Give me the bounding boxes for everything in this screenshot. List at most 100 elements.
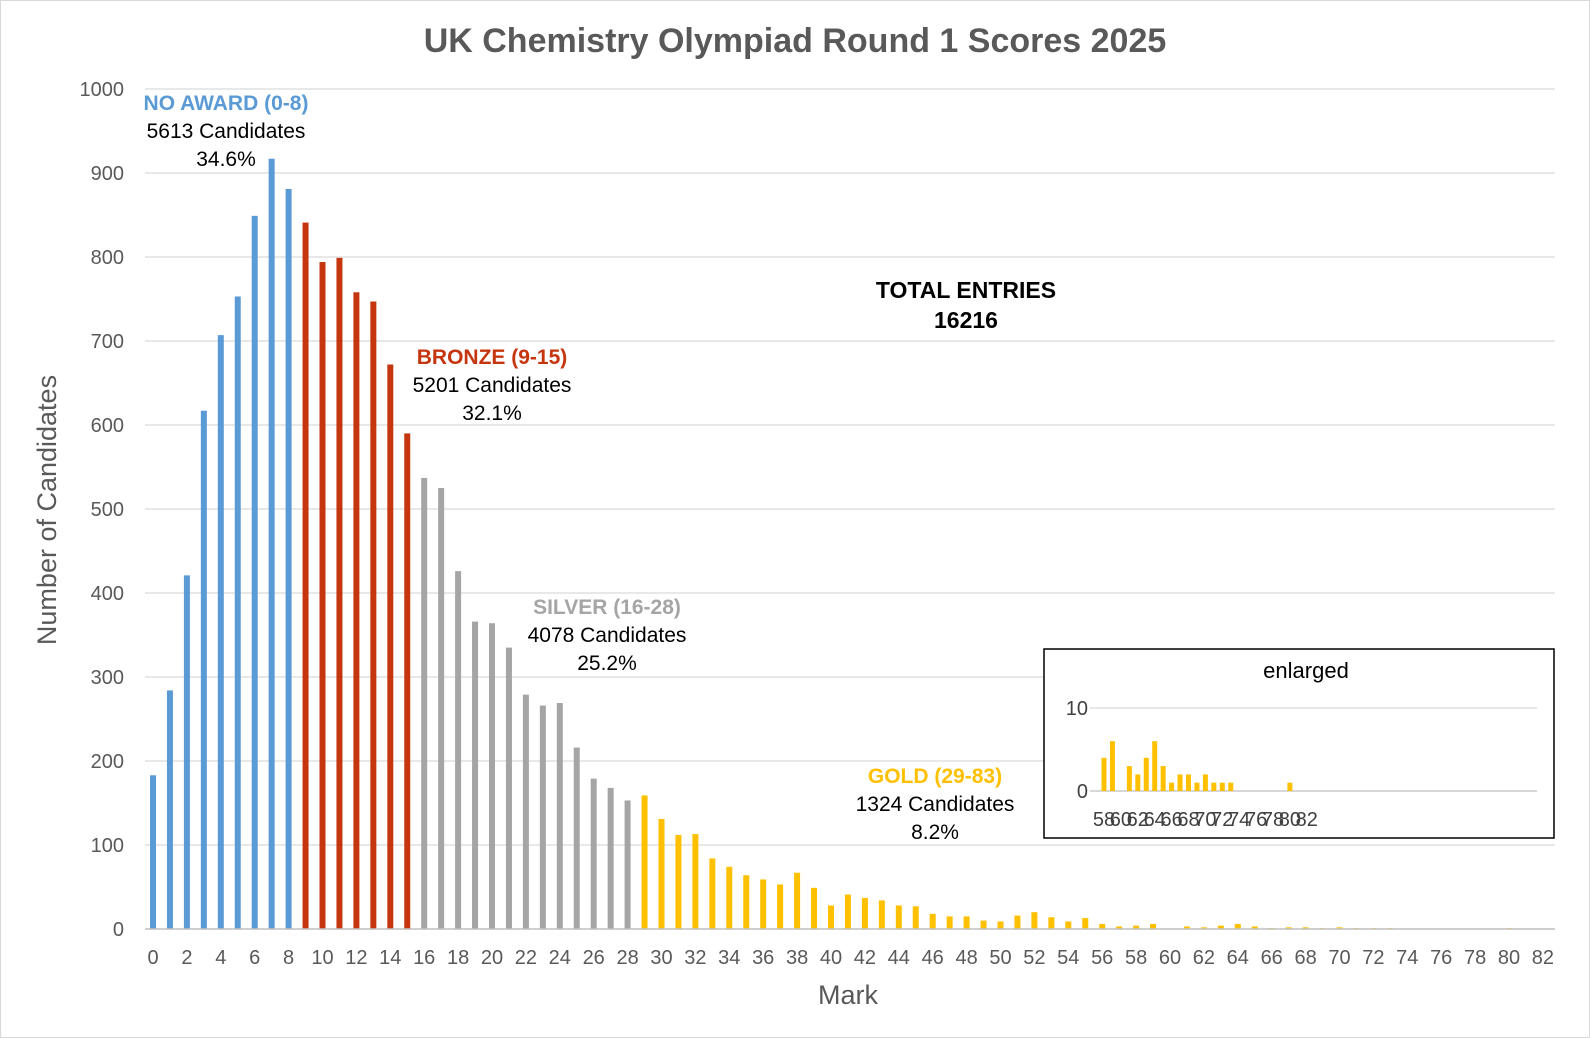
- x-tick-label: 40: [820, 947, 842, 969]
- bar: [844, 894, 851, 929]
- inset-bar: [1109, 741, 1115, 791]
- x-tick-label: 64: [1227, 947, 1249, 969]
- y-tick-label: 700: [91, 331, 124, 353]
- inset-x-tick-label: 66: [1160, 809, 1182, 831]
- x-tick-label: 38: [786, 947, 808, 969]
- bar: [505, 647, 512, 929]
- bar: [675, 834, 682, 929]
- bar: [522, 694, 529, 929]
- band-annotation-silver: SILVER (16-28) 4078 Candidates 25.2%: [528, 596, 687, 675]
- band-annotation-gold: GOLD (29-83) 1324 Candidates 8.2%: [856, 765, 1015, 844]
- bar: [1099, 923, 1106, 929]
- bar: [421, 477, 428, 929]
- bar: [200, 410, 207, 930]
- bar: [1302, 927, 1309, 929]
- bar: [319, 262, 326, 929]
- bar: [251, 215, 258, 930]
- x-tick-label: 6: [249, 947, 260, 969]
- x-tick-label: 10: [311, 947, 333, 969]
- x-tick-label: 78: [1464, 947, 1486, 969]
- inset-x-tick-label: 70: [1194, 809, 1216, 831]
- bar: [1183, 926, 1190, 929]
- total-entries-value: 16216: [934, 307, 998, 333]
- bar: [828, 905, 834, 929]
- bar: [743, 875, 750, 929]
- band-candidates: 1324 Candidates: [856, 793, 1015, 816]
- x-tick-label: 82: [1532, 947, 1554, 969]
- x-tick-label: 58: [1125, 947, 1147, 969]
- bar: [353, 292, 360, 929]
- x-tick-label: 2: [181, 947, 192, 969]
- bar: [760, 879, 767, 929]
- bar: [166, 690, 173, 929]
- bar: [929, 913, 936, 929]
- inset-bar: [1101, 757, 1107, 791]
- bar: [1031, 912, 1038, 929]
- y-tick-label: 200: [91, 751, 124, 773]
- y-tick-label: 900: [91, 163, 124, 185]
- x-tick-label: 56: [1091, 947, 1113, 969]
- x-tick-label: 76: [1430, 947, 1452, 969]
- x-axis-title: Mark: [818, 980, 878, 1010]
- inset-bar: [1177, 774, 1183, 791]
- band-candidates: 5613 Candidates: [147, 120, 306, 143]
- inset-x-tick-label: 62: [1127, 809, 1149, 831]
- x-tick-label: 74: [1396, 947, 1418, 969]
- x-tick-label: 0: [147, 947, 158, 969]
- inset-bar: [1169, 782, 1175, 791]
- bar: [234, 296, 241, 930]
- bar: [895, 905, 902, 929]
- y-tick-label: 600: [91, 415, 124, 437]
- y-tick-label: 300: [91, 667, 124, 689]
- total-entries: TOTAL ENTRIES 16216: [876, 277, 1056, 333]
- y-tick-label: 400: [91, 583, 124, 605]
- inset-x-tick-label: 74: [1228, 809, 1250, 831]
- bar: [336, 257, 343, 930]
- x-tick-label: 54: [1057, 947, 1079, 969]
- band-annotation-no-award: NO AWARD (0-8) 5613 Candidates 34.6%: [144, 92, 309, 171]
- bars: [150, 158, 1512, 930]
- x-tick-label: 28: [616, 947, 638, 969]
- bar: [1150, 923, 1157, 929]
- x-tick-label: 50: [989, 947, 1011, 969]
- inset-bar: [1287, 782, 1293, 791]
- inset-x-tick-label: 58: [1093, 809, 1115, 831]
- x-tick-label: 52: [1023, 947, 1045, 969]
- inset-bar: [1186, 774, 1191, 791]
- inset-x-tick-label: 80: [1279, 809, 1301, 831]
- inset-x-tick-label: 82: [1296, 809, 1318, 831]
- inset-x-tick-label: 60: [1110, 809, 1132, 831]
- bar: [302, 222, 309, 929]
- chart-title: UK Chemistry Olympiad Round 1 Scores 202…: [424, 22, 1167, 60]
- bar: [861, 897, 868, 929]
- band-name: SILVER (16-28): [533, 596, 681, 619]
- inset-frame: [1043, 648, 1555, 839]
- bar: [1133, 925, 1140, 929]
- bar: [946, 916, 953, 929]
- inset-bar: [1135, 774, 1141, 791]
- bar: [556, 703, 563, 929]
- x-tick-label: 62: [1193, 947, 1215, 969]
- x-tick-label: 18: [447, 947, 469, 969]
- band-annotation-bronze: BRONZE (9-15) 5201 Candidates 32.1%: [413, 346, 572, 425]
- bar: [370, 301, 377, 929]
- bar: [912, 906, 919, 929]
- y-tick-label: 0: [113, 919, 124, 941]
- bar: [1014, 915, 1021, 929]
- bar: [1082, 918, 1089, 929]
- bar: [709, 858, 716, 929]
- x-axis-ticks: 0 2 4 6 8 10 12 14 16 18 20 22 24 26 28 30 32 34 36 38 40 42 4…: [147, 947, 1554, 969]
- band-percent: 25.2%: [577, 652, 637, 675]
- bar: [183, 575, 190, 929]
- bar: [980, 920, 987, 929]
- inset-bar: [1211, 782, 1217, 791]
- bar: [455, 571, 462, 929]
- bar: [1234, 923, 1241, 929]
- x-tick-label: 22: [515, 947, 537, 969]
- y-axis-title: Number of Candidates: [32, 375, 62, 645]
- inset-bar: [1219, 782, 1225, 791]
- y-tick-label: 500: [91, 499, 124, 521]
